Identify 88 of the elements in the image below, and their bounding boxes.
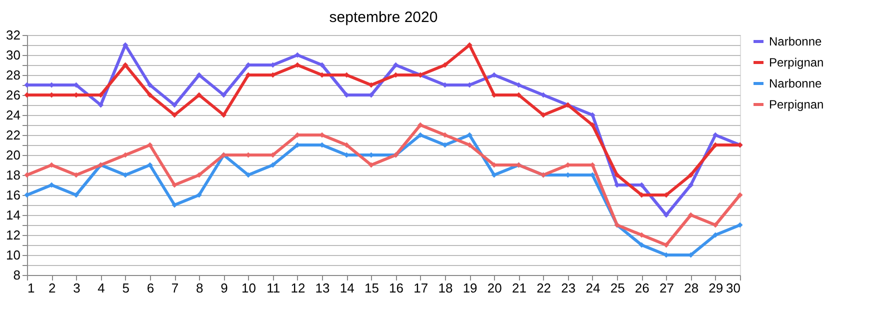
y-tick-label: 28 [6,68,20,82]
x-tick-label: 25 [610,280,625,296]
y-tick-label: 12 [6,228,20,242]
point [688,172,694,178]
legend-label: Narbonne [769,76,822,90]
x-tick-label: 24 [586,280,600,296]
x-tick-label: 9 [220,280,228,296]
point [220,112,226,118]
point [48,182,54,188]
x-tick-label: 7 [171,280,179,296]
x-tick-label: 16 [389,280,404,296]
x-tick-label: 26 [634,280,650,296]
legend-label: Perpignan [769,56,824,70]
point [24,192,30,198]
point [294,62,300,68]
point [319,62,325,68]
x-tick-label: 28 [684,280,699,296]
y-tick-label: 18 [6,168,20,182]
point [172,112,178,118]
legend-label: Perpignan [769,98,824,112]
x-tick-label: 2 [48,280,56,296]
point [442,62,448,68]
y-tick-label: 10 [6,248,20,262]
y-tick-label: 20 [6,148,20,162]
point [737,192,743,198]
point [147,92,153,98]
point [466,132,472,138]
x-tick-label: 11 [266,280,280,296]
point [466,42,472,48]
point [614,172,620,178]
y-tick-label: 14 [6,208,20,222]
x-tick-label: 10 [242,280,256,296]
x-tick-label: 8 [196,280,204,296]
y-tick-label: 26 [6,88,20,102]
x-tick-label: 22 [536,280,552,296]
point [638,242,644,248]
y-tick-label: 24 [6,108,20,122]
point [196,192,202,198]
x-tick-label: 1 [28,280,35,296]
x-tick-label: 20 [487,280,502,296]
x-tick-label: 29 [708,280,724,296]
x-tick-label: 19 [462,280,478,296]
point [688,182,694,188]
point [442,142,448,148]
point [712,222,718,228]
y-tick-label: 22 [6,128,20,142]
point [664,242,669,248]
point [737,222,743,228]
point [172,102,178,108]
y-tick-label: 30 [6,48,20,62]
point [664,212,669,218]
point [147,82,153,88]
point [491,172,497,178]
x-tick-label: 3 [73,280,80,296]
x-tick-label: 27 [660,280,674,296]
x-tick-label: 5 [122,280,130,296]
x-tick-label: 17 [414,280,428,296]
x-tick-label: 13 [315,280,330,296]
y-tick-label: 16 [6,188,20,202]
point [172,202,178,208]
x-tick-label: 15 [364,280,379,296]
x-tick-label: 14 [340,280,354,296]
chart-title: septembre 2020 [329,9,438,26]
point [712,132,718,138]
x-tick-label: 4 [98,280,105,296]
y-tick-label: 8 [13,268,20,282]
x-tick-label: 12 [290,280,306,296]
x-tick-label: 21 [512,280,526,296]
point [24,172,30,178]
x-tick-label: 30 [726,280,740,296]
point [442,132,448,138]
point [196,92,202,98]
point [294,52,300,58]
point [147,162,153,168]
point [147,142,153,148]
point [368,162,374,168]
x-tick-label: 23 [561,280,576,296]
point [172,182,178,188]
x-tick-label: 6 [146,280,154,296]
point [590,112,596,118]
point [196,72,202,78]
point [122,62,128,68]
x-tick-label: 18 [438,280,453,296]
point [590,122,596,128]
point [220,92,226,98]
y-tick-label: 32 [6,28,20,42]
point [270,162,276,168]
legend-label: Narbonne [769,34,822,48]
